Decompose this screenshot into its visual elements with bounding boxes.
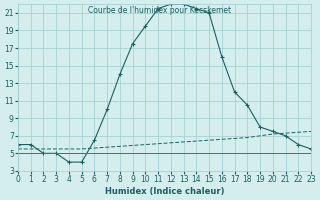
Text: Courbe de l'humidex pour Kecskemet: Courbe de l'humidex pour Kecskemet	[88, 6, 232, 15]
X-axis label: Humidex (Indice chaleur): Humidex (Indice chaleur)	[105, 187, 224, 196]
